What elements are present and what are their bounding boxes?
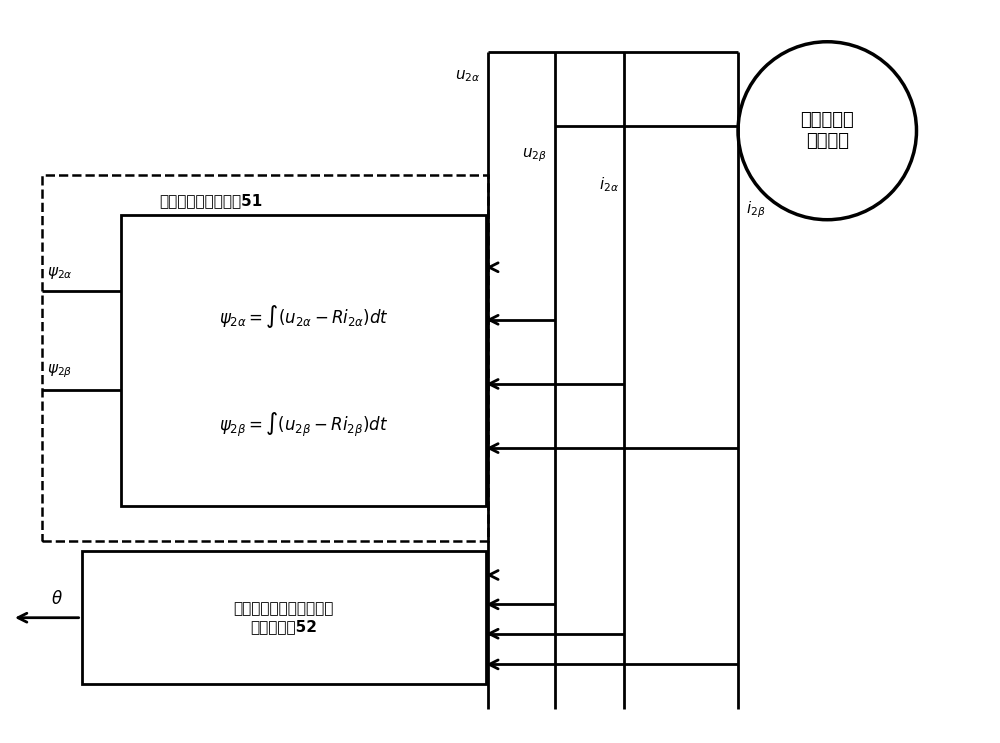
Text: $\psi_{2\beta}$: $\psi_{2\beta}$ (47, 363, 72, 380)
Text: $\psi_{2\alpha} = \int(u_{2\alpha} - Ri_{2\alpha})dt$: $\psi_{2\alpha} = \int(u_{2\alpha} - Ri_… (219, 303, 389, 331)
Text: $i_{2\beta}$: $i_{2\beta}$ (746, 200, 765, 220)
Text: $i_{2\alpha}$: $i_{2\alpha}$ (599, 176, 619, 195)
Text: $\psi_{2\alpha}$: $\psi_{2\alpha}$ (47, 265, 73, 281)
Text: $u_{2\alpha}$: $u_{2\alpha}$ (455, 68, 480, 84)
Bar (42, 175, 488, 541)
Text: $\psi_{2\beta} = \int(u_{2\beta} - Ri_{2\beta})dt$: $\psi_{2\beta} = \int(u_{2\beta} - Ri_{2… (219, 411, 388, 439)
Text: 基于锁相环的滑模转子角
位置观测器52: 基于锁相环的滑模转子角 位置观测器52 (234, 602, 334, 634)
Text: $u_{2\beta}$: $u_{2\beta}$ (522, 146, 547, 164)
Text: 转矩绕组磁链观测器51: 转矩绕组磁链观测器51 (159, 193, 262, 208)
Text: 无轴承永磁
同步电机: 无轴承永磁 同步电机 (800, 111, 854, 150)
Text: $\theta$: $\theta$ (51, 590, 63, 608)
Bar (82, 551, 486, 684)
Bar (121, 215, 486, 507)
